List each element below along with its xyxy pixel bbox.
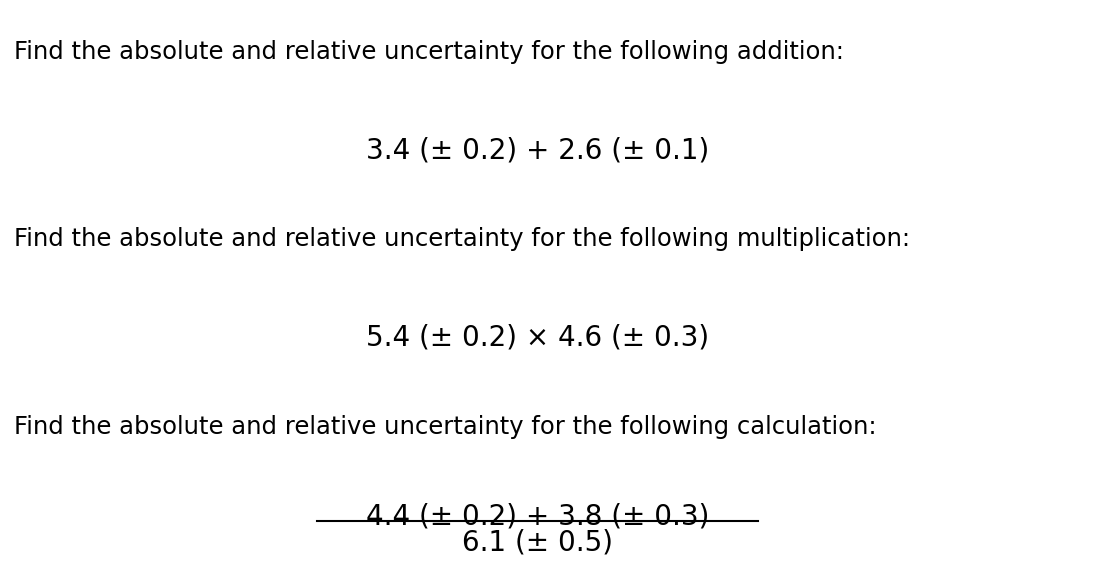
Text: Find the absolute and relative uncertainty for the following calculation:: Find the absolute and relative uncertain… — [15, 415, 877, 438]
Text: 6.1 (± 0.5): 6.1 (± 0.5) — [462, 529, 613, 557]
Text: 5.4 (± 0.2) × 4.6 (± 0.3): 5.4 (± 0.2) × 4.6 (± 0.3) — [366, 324, 709, 352]
Text: 4.4 (± 0.2) + 3.8 (± 0.3): 4.4 (± 0.2) + 3.8 (± 0.3) — [366, 503, 709, 531]
Text: Find the absolute and relative uncertainty for the following addition:: Find the absolute and relative uncertain… — [15, 40, 844, 64]
Text: 3.4 (± 0.2) + 2.6 (± 0.1): 3.4 (± 0.2) + 2.6 (± 0.1) — [366, 136, 709, 164]
Text: Find the absolute and relative uncertainty for the following multiplication:: Find the absolute and relative uncertain… — [15, 227, 910, 251]
